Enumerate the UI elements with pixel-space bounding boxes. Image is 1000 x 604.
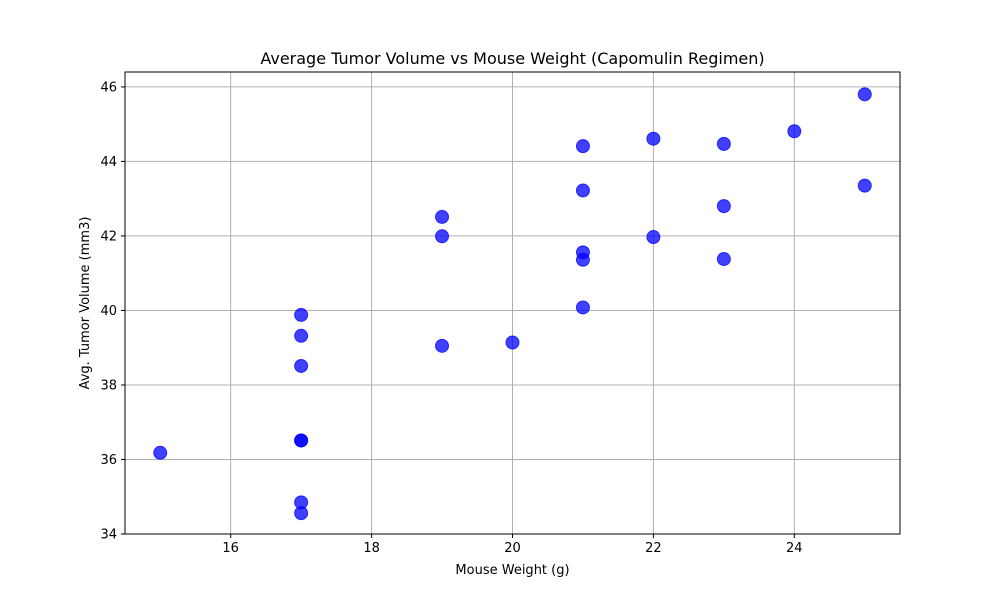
y-tick-label: 38 xyxy=(100,378,117,393)
y-tick-label: 46 xyxy=(100,80,117,95)
x-tick-label: 20 xyxy=(504,541,521,556)
y-axis-ticks: 34 36 38 40 42 44 46 xyxy=(100,80,125,543)
chart-title: Average Tumor Volume vs Mouse Weight (Ca… xyxy=(260,49,764,68)
scatter-point xyxy=(294,433,309,448)
scatter-point xyxy=(435,229,450,244)
scatter-point xyxy=(153,445,168,460)
y-tick-label: 40 xyxy=(100,304,117,319)
x-tick-label: 22 xyxy=(645,541,662,556)
scatter-point xyxy=(294,506,309,521)
y-axis-label: Avg. Tumor Volume (mm3) xyxy=(78,217,93,390)
scatter-point xyxy=(575,183,590,198)
y-tick-label: 44 xyxy=(100,155,117,170)
x-tick-label: 24 xyxy=(786,541,803,556)
scatter-point xyxy=(646,131,661,146)
data-points xyxy=(153,87,872,521)
scatter-point xyxy=(435,338,450,353)
x-axis-label: Mouse Weight (g) xyxy=(455,563,569,578)
scatter-point xyxy=(575,252,590,267)
scatter-point xyxy=(505,335,520,350)
scatter-point xyxy=(575,300,590,315)
scatter-point xyxy=(575,139,590,154)
scatter-point xyxy=(787,124,802,139)
y-tick-label: 34 xyxy=(100,528,117,543)
scatter-point xyxy=(857,87,872,102)
scatter-point xyxy=(294,358,309,373)
scatter-point xyxy=(857,178,872,193)
y-tick-label: 42 xyxy=(100,229,117,244)
scatter-point xyxy=(294,328,309,343)
scatter-point xyxy=(435,209,450,224)
x-axis-ticks: 16 18 20 22 24 xyxy=(222,534,803,556)
y-tick-label: 36 xyxy=(100,453,117,468)
grid-lines xyxy=(125,72,900,535)
scatter-point xyxy=(716,136,731,151)
scatter-point xyxy=(294,307,309,322)
scatter-point xyxy=(716,199,731,214)
scatter-point xyxy=(716,252,731,267)
x-tick-label: 16 xyxy=(222,541,239,556)
scatter-point xyxy=(646,230,661,245)
x-tick-label: 18 xyxy=(363,541,380,556)
